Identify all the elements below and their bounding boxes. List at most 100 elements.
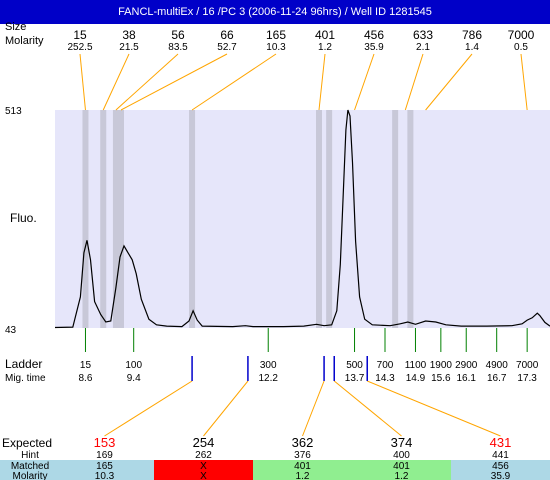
mig-time-label: Mig. time <box>5 373 46 384</box>
ladder-size: 700 <box>377 360 394 371</box>
ladder-size: 500 <box>346 360 363 371</box>
peak-size-label: 633 <box>413 28 433 42</box>
peak-guide-line <box>120 53 228 111</box>
peak-size-label: 38 <box>122 28 136 42</box>
expected-guide-line <box>367 380 501 437</box>
expected-molarity: 35.9 <box>491 471 511 480</box>
ladder-time: 13.7 <box>345 373 365 384</box>
peak-guide-line <box>191 53 277 111</box>
expected-row-label: Hint <box>21 450 39 461</box>
expected-value: 374 <box>391 435 413 450</box>
ladder-time: 15.6 <box>431 373 451 384</box>
peak-guide-line <box>115 53 179 111</box>
peak-guide-line <box>404 53 424 111</box>
ladder-size: 100 <box>125 360 142 371</box>
ladder-size: 7000 <box>516 360 539 371</box>
size-header: Size <box>5 21 26 33</box>
ladder-time: 16.7 <box>487 373 507 384</box>
plot-area <box>55 110 550 328</box>
peak-molarity-label: 2.1 <box>416 42 430 53</box>
peak-size-label: 456 <box>364 28 384 42</box>
expected-molarity: X <box>200 471 207 480</box>
ladder-time: 14.9 <box>406 373 426 384</box>
ladder-time: 8.6 <box>79 373 93 384</box>
expected-status-cell <box>55 460 154 480</box>
expected-guide-line <box>302 380 325 437</box>
ladder-size: 4900 <box>486 360 509 371</box>
ladder-time: 14.3 <box>375 373 395 384</box>
ladder-time: 12.2 <box>258 373 278 384</box>
peak-molarity-label: 1.2 <box>318 42 332 53</box>
ladder-time: 9.4 <box>127 373 141 384</box>
expected-row-label: Expected <box>2 436 52 450</box>
expected-molarity: 1.2 <box>296 471 310 480</box>
peak-molarity-label: 35.9 <box>364 42 384 53</box>
expected-hint: 400 <box>393 450 410 461</box>
peak-molarity-label: 21.5 <box>119 42 139 53</box>
ladder-label: Ladder <box>5 357 42 371</box>
peak-guide-line <box>354 53 375 111</box>
y-tick-min: 43 <box>5 325 17 336</box>
peak-band <box>316 110 322 328</box>
expected-status-cell <box>253 460 352 480</box>
expected-molarity: 10.3 <box>95 471 115 480</box>
peak-band <box>82 110 89 328</box>
ladder-size: 2900 <box>455 360 478 371</box>
ladder-size: 300 <box>260 360 277 371</box>
peak-guide-line <box>318 53 326 111</box>
expected-molarity: 1.2 <box>395 471 409 480</box>
ladder-size: 1100 <box>405 360 427 371</box>
expected-value: 431 <box>490 435 512 450</box>
expected-hint: 441 <box>492 450 509 461</box>
expected-label-cell <box>0 460 55 480</box>
y-tick-max: 513 <box>5 106 22 117</box>
peak-band <box>189 110 196 328</box>
expected-hint: 262 <box>195 450 212 461</box>
expected-status-cell <box>154 460 253 480</box>
peak-size-label: 165 <box>266 28 286 42</box>
peak-band <box>112 110 119 328</box>
peak-molarity-label: 83.5 <box>168 42 188 53</box>
fluorescence-trace <box>54 109 550 329</box>
expected-matched: X <box>200 461 207 472</box>
peak-size-label: 15 <box>73 28 87 42</box>
expected-matched: 456 <box>492 461 509 472</box>
expected-row-label: Matched <box>11 461 49 472</box>
ladder-size: 15 <box>80 360 92 371</box>
expected-row-label: Molarity <box>12 471 47 480</box>
peak-size-label: 786 <box>462 28 482 42</box>
expected-value: 254 <box>193 435 215 450</box>
peak-size-label: 7000 <box>508 28 535 42</box>
y-axis-label: Fluo. <box>10 211 37 225</box>
peak-guide-line <box>520 53 528 111</box>
peak-molarity-label: 252.5 <box>67 42 92 53</box>
expected-matched: 165 <box>96 461 113 472</box>
expected-matched: 401 <box>294 461 311 472</box>
window-title: FANCL-multiEx / 16 /PC 3 (2006-11-24 96h… <box>0 0 550 24</box>
expected-hint: 169 <box>96 450 113 461</box>
peak-band <box>100 110 107 328</box>
expected-hint: 376 <box>294 450 311 461</box>
molarity-header: Molarity <box>5 35 44 47</box>
peak-guide-line <box>425 53 473 111</box>
expected-guide-line <box>203 380 249 437</box>
ladder-time: 17.3 <box>517 373 537 384</box>
peak-band <box>407 110 414 328</box>
peak-band <box>118 110 124 328</box>
peak-size-label: 401 <box>315 28 335 42</box>
expected-value: 362 <box>292 435 314 450</box>
peak-guide-line <box>79 53 86 111</box>
expected-value: 153 <box>94 435 116 450</box>
peak-molarity-label: 52.7 <box>217 42 237 53</box>
ladder-time: 16.1 <box>456 373 476 384</box>
expected-status-cell <box>352 460 451 480</box>
peak-guide-line <box>102 53 130 111</box>
expected-guide-line <box>104 380 193 437</box>
peak-size-label: 66 <box>220 28 234 42</box>
peak-molarity-label: 10.3 <box>266 42 286 53</box>
expected-guide-line <box>333 380 402 437</box>
peak-size-label: 56 <box>171 28 185 42</box>
expected-matched: 401 <box>393 461 410 472</box>
peak-band <box>326 110 333 328</box>
